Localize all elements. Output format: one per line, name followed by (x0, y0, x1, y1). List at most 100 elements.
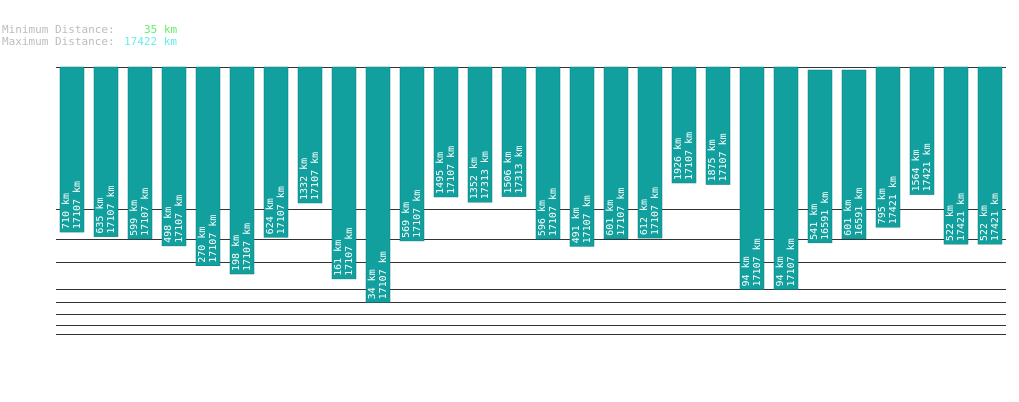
bar-group: 635 km 17107 km (93, 66, 119, 237)
bar-total-label: 17421 km (888, 176, 899, 224)
bar-group: 599 km 17107 km (127, 66, 153, 240)
distance-bar[interactable] (229, 66, 255, 275)
distance-bar[interactable] (127, 66, 153, 240)
bar-distance-label: 599 km (129, 200, 140, 236)
bar-distance-label: 612 km (639, 199, 650, 235)
bar-distance-label: 1332 km (299, 158, 310, 200)
bar-group: 601 km 16591 km (841, 69, 867, 240)
bar-distance-label: 569 km (401, 202, 412, 238)
bar-total-label: 17107 km (310, 152, 321, 200)
bar-total-label: 17107 km (752, 238, 763, 286)
bar-group: 1926 km 17107 km (671, 66, 697, 184)
distance-bar[interactable] (569, 66, 595, 247)
distance-bar[interactable] (161, 66, 187, 247)
distance-bar[interactable] (467, 66, 493, 203)
distance-bar[interactable] (637, 66, 663, 239)
distance-bar[interactable] (501, 66, 527, 197)
bar-total-label: 17107 km (446, 146, 457, 194)
bar-total-label: 17107 km (650, 187, 661, 235)
bar-total-label: 17107 km (684, 132, 695, 180)
maximum-distance-label: Maximum Distance: (2, 35, 115, 48)
distance-bar[interactable] (773, 66, 799, 290)
bar-group: 1352 km 17313 km (467, 66, 493, 203)
bar-distance-label: 541 km (809, 204, 820, 240)
bar-total-label: 17313 km (514, 145, 525, 193)
distance-bar[interactable] (331, 66, 357, 280)
bar-total-label: 17107 km (208, 215, 219, 263)
bar-group: 270 km 17107 km (195, 66, 221, 266)
bar-group: 491 km 17107 km (569, 66, 595, 247)
distance-bar[interactable] (807, 69, 833, 244)
bar-group: 710 km 17107 km (59, 66, 85, 233)
bar-distance-label: 596 km (537, 200, 548, 236)
distance-bar[interactable] (535, 66, 561, 240)
bar-total-label: 17421 km (922, 143, 933, 191)
bar-total-label: 17107 km (582, 195, 593, 243)
bar-group: 1495 km 17107 km (433, 66, 459, 198)
distance-bar[interactable] (705, 66, 731, 185)
distance-bar[interactable] (433, 66, 459, 198)
distance-bar[interactable] (943, 66, 969, 245)
bar-group: 624 km 17107 km (263, 66, 289, 238)
distance-bar[interactable] (59, 66, 85, 233)
distance-bar[interactable] (977, 66, 1003, 245)
bar-group: 198 km 17107 km (229, 66, 255, 275)
bar-total-label: 17313 km (480, 151, 491, 199)
bar-group: 94 km 17107 km (739, 66, 765, 290)
distance-bar[interactable] (875, 66, 901, 228)
bar-distance-label: 491 km (571, 207, 582, 243)
bar-distance-label: 1564 km (911, 149, 922, 191)
bar-distance-label: 270 km (197, 227, 208, 263)
bar-distance-label: 522 km (945, 205, 956, 241)
bar-group: 161 km 17107 km (331, 66, 357, 280)
bar-total-label: 17107 km (718, 133, 729, 181)
bar-total-label: 17107 km (786, 238, 797, 286)
distance-bar[interactable] (603, 66, 629, 240)
minimum-distance-row: Minimum Distance: 35 km (2, 24, 177, 36)
bar-distance-label: 94 km (741, 256, 752, 286)
bar-total-label: 17107 km (174, 195, 185, 243)
bar-group: 1506 km 17313 km (501, 66, 527, 197)
distance-bar[interactable] (739, 66, 765, 290)
distance-bar[interactable] (195, 66, 221, 266)
bar-total-label: 17421 km (956, 193, 967, 241)
bar-distance-label: 1495 km (435, 152, 446, 194)
bar-group: 601 km 17107 km (603, 66, 629, 240)
bar-distance-label: 624 km (265, 198, 276, 234)
distance-bar[interactable] (399, 66, 425, 242)
bar-total-label: 16591 km (854, 188, 865, 236)
bar-group: 522 km 17421 km (943, 66, 969, 245)
bar-group: 612 km 17107 km (637, 66, 663, 239)
bar-distance-label: 601 km (605, 200, 616, 236)
bar-distance-label: 198 km (231, 235, 242, 271)
bar-total-label: 17107 km (378, 251, 389, 299)
bar-total-label: 16591 km (820, 192, 831, 240)
bar-group: 498 km 17107 km (161, 66, 187, 247)
bar-distance-label: 1506 km (503, 151, 514, 193)
distance-bar[interactable] (93, 66, 119, 237)
distance-bar[interactable] (841, 69, 867, 240)
bar-group: 1875 km 17107 km (705, 66, 731, 185)
bar-distance-label: 498 km (163, 207, 174, 243)
minimum-distance-label: Minimum Distance: (2, 23, 115, 36)
distance-bar[interactable] (297, 66, 323, 204)
distance-bar[interactable] (365, 66, 391, 303)
distance-bar[interactable] (909, 66, 935, 195)
bar-total-label: 17107 km (72, 181, 83, 229)
bar-group: 34 km 17107 km (365, 66, 391, 303)
distance-bar[interactable] (263, 66, 289, 238)
maximum-distance-value: 17422 km (124, 35, 177, 48)
bar-distance-label: 601 km (843, 200, 854, 236)
bar-total-label: 17107 km (616, 188, 627, 236)
bar-group: 541 km 16591 km (807, 69, 833, 244)
bar-distance-label: 161 km (333, 240, 344, 276)
bar-distance-label: 34 km (367, 269, 378, 299)
distance-summary: Minimum Distance: 35 km Maximum Distance:… (2, 24, 177, 48)
bar-total-label: 17107 km (344, 228, 355, 276)
bar-group: 1564 km 17421 km (909, 66, 935, 195)
distance-bar[interactable] (671, 66, 697, 184)
bar-distance-label: 1352 km (469, 157, 480, 199)
bar-group: 596 km 17107 km (535, 66, 561, 240)
bar-distance-label: 795 km (877, 188, 888, 224)
